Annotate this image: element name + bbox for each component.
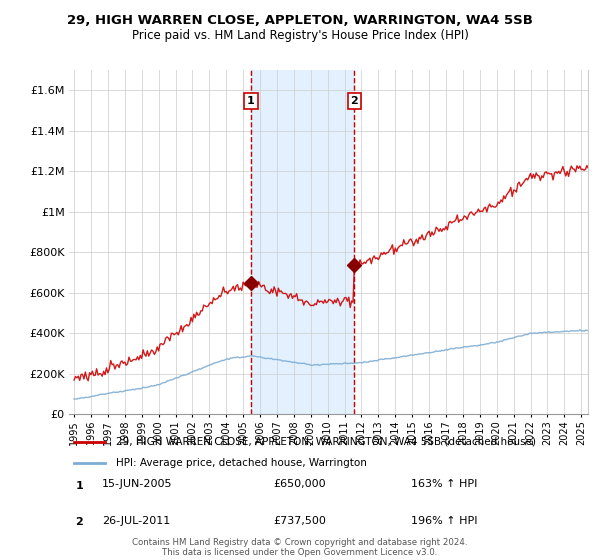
Text: 2: 2 bbox=[76, 517, 83, 527]
Text: HPI: Average price, detached house, Warrington: HPI: Average price, detached house, Warr… bbox=[116, 458, 367, 468]
Text: 196% ↑ HPI: 196% ↑ HPI bbox=[411, 516, 478, 525]
Text: 163% ↑ HPI: 163% ↑ HPI bbox=[411, 479, 478, 489]
Text: 15-JUN-2005: 15-JUN-2005 bbox=[102, 479, 173, 489]
Text: 26-JUL-2011: 26-JUL-2011 bbox=[102, 516, 170, 525]
Text: £650,000: £650,000 bbox=[273, 479, 326, 489]
Text: £737,500: £737,500 bbox=[273, 516, 326, 525]
Text: 29, HIGH WARREN CLOSE, APPLETON, WARRINGTON, WA4 5SB: 29, HIGH WARREN CLOSE, APPLETON, WARRING… bbox=[67, 14, 533, 27]
Text: Contains HM Land Registry data © Crown copyright and database right 2024.
This d: Contains HM Land Registry data © Crown c… bbox=[132, 538, 468, 557]
Bar bbox=[251, 70, 354, 414]
Text: 29, HIGH WARREN CLOSE, APPLETON, WARRINGTON, WA4 5SB (detached house): 29, HIGH WARREN CLOSE, APPLETON, WARRING… bbox=[116, 437, 536, 447]
Text: 1: 1 bbox=[247, 96, 255, 106]
Text: Price paid vs. HM Land Registry's House Price Index (HPI): Price paid vs. HM Land Registry's House … bbox=[131, 29, 469, 42]
Text: 2: 2 bbox=[350, 96, 358, 106]
Text: 1: 1 bbox=[76, 481, 83, 491]
